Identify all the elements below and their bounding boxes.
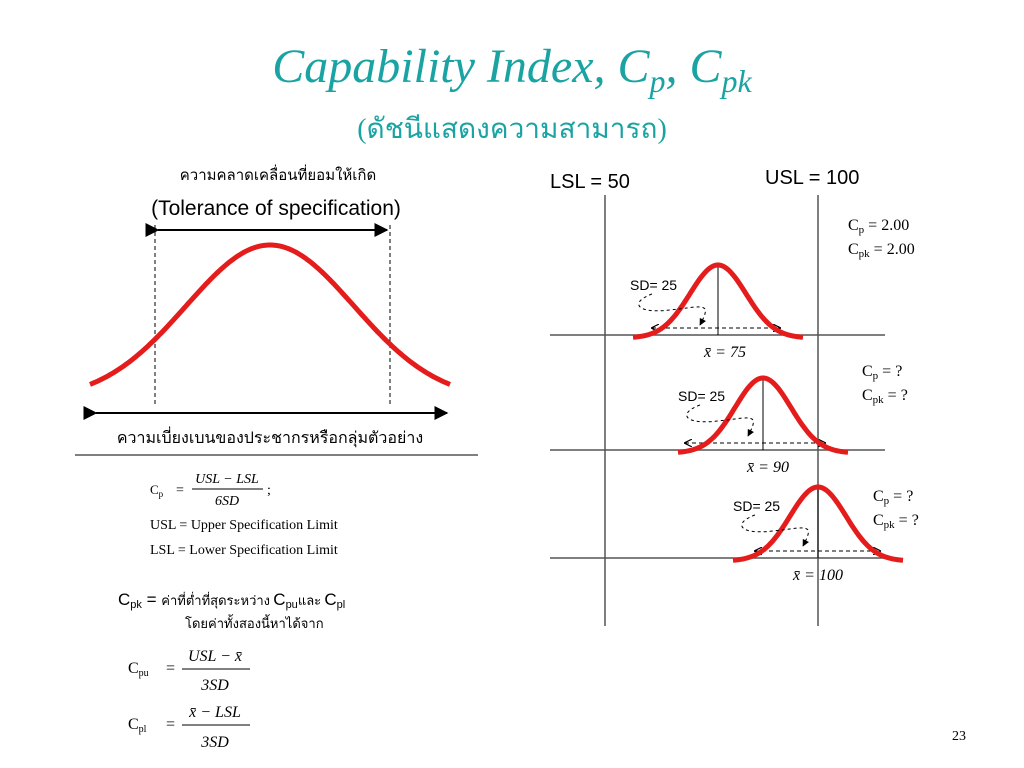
title-text: , C [666,40,723,93]
subscript: pu [286,599,298,611]
title: Capability Index, Cp, Cpk [272,40,752,99]
text: ค่าที่ต่ำที่สุดระหว่าง [161,592,273,609]
symbol: C [128,716,139,733]
cp-label: Cp = 2.00 [848,217,909,236]
symbol: C [118,590,130,609]
bell-curve [677,375,849,455]
denominator: 3SD [200,734,229,751]
value: = 2.00 [864,217,909,234]
numerator: USL − LSL [195,472,259,487]
symbol: C [128,660,139,677]
subscript: p [873,370,879,382]
subscript: pk [859,248,871,260]
text: และ [298,593,325,608]
cpk-note: โดยค่าทั้งสองนี้หาได้จาก [185,614,324,631]
usl-label: USL = 100 [765,167,859,189]
equals: = [142,590,161,609]
subscript: pk [130,599,142,611]
value: = 2.00 [870,241,915,258]
title-sub: pk [720,63,753,99]
bell-curve [732,484,904,563]
sd-label: SD= 25 [630,277,677,293]
sd-pointer [638,293,707,326]
lsl-label: LSL = 50 [550,171,630,193]
value: = ? [878,363,902,380]
sd-pointer [686,404,755,437]
numerator: x̄ − LSL [188,704,241,721]
title-text: Capability Index, C [272,40,650,93]
cpk-label: Cpk = ? [862,387,908,406]
sd-label: SD= 25 [733,498,780,514]
value: = ? [895,512,919,529]
deviation: ความเบี่ยงเบนของประชากรหรือกลุ่มตัวอย่าง [117,426,423,448]
cp-symbol: Cp [150,482,164,499]
symbol: C [848,241,859,258]
bell-curve [632,262,804,340]
value: = ? [884,387,908,404]
page-number: 23 [952,729,966,744]
subscript: p [859,224,865,236]
cpl-symbol: Cpl [128,716,147,735]
equals: = [166,716,175,733]
symbol: C [150,482,159,497]
tolerance: (Tolerance of specification) [151,197,401,220]
symbol: C [848,217,859,234]
cpu-symbol: Cpu [128,660,149,679]
symbol: C [873,488,884,505]
usl-def: USL = Upper Specification Limit [150,518,338,533]
subscript: p [884,495,890,507]
cpk-label: Cpk = 2.00 [848,241,915,260]
value: = ? [889,488,913,505]
numerator: USL − x̄ [188,648,242,665]
bell-curve [89,242,451,387]
lsl-def: LSL = Lower Specification Limit [150,543,338,558]
subscript: pl [139,724,147,735]
symbol: C [873,512,884,529]
subscript: pl [337,599,346,611]
denominator: 6SD [215,494,239,509]
denominator: 3SD [200,677,229,694]
equals: = [166,660,175,677]
symbol: C [862,363,873,380]
cp-label: Cp = ? [862,363,902,382]
mean-label: x̄ = 75 [703,344,746,361]
sd-label: SD= 25 [678,388,725,404]
symbol: C [273,590,285,609]
symbol: C [324,590,336,609]
sd-pointer [741,514,810,547]
cpk-label: Cpk = ? [873,512,919,531]
symbol: C [862,387,873,404]
equals: = [176,483,184,498]
mean-label: x̄ = 90 [746,459,789,476]
cp-label: Cp = ? [873,488,913,507]
subtitle: (ดัชนีแสดงความสามารถ) [357,113,667,145]
tolerance-thai: ความคลาดเคลื่อนที่ยอมให้เกิด [180,164,377,184]
mean-label: x̄ = 100 [792,567,843,584]
title-sub: p [648,63,666,99]
cpk-definition: Cpk = ค่าที่ต่ำที่สุดระหว่าง Cpuและ Cpl [118,590,345,611]
subscript: pu [139,668,149,679]
subscript: pk [873,394,885,406]
subscript: pk [884,519,896,531]
semicolon: ; [267,483,271,498]
subscript: p [159,489,164,499]
